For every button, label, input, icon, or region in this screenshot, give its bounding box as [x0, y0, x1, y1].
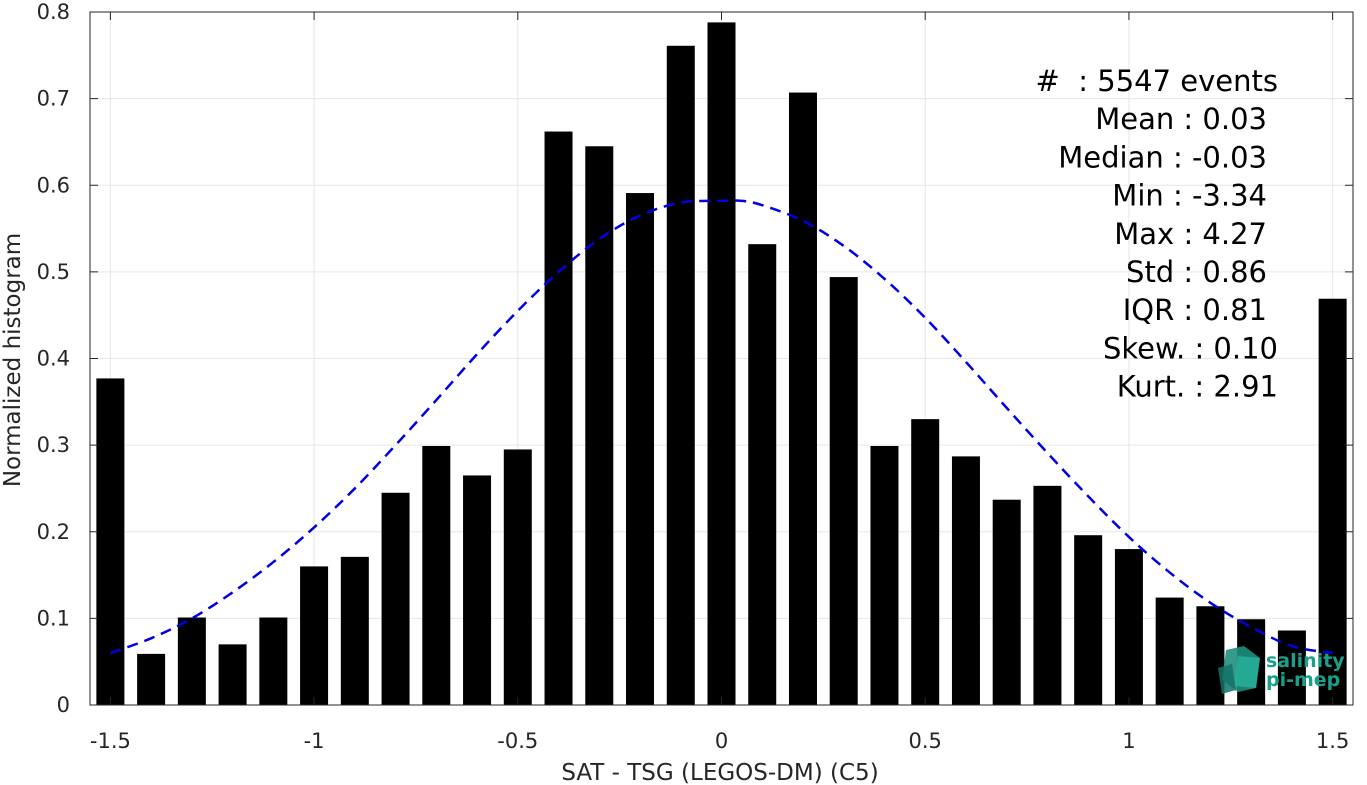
x-tick-label: 1: [1122, 729, 1135, 753]
histogram-bar: [870, 445, 899, 705]
y-tick-label: 0.3: [37, 433, 70, 457]
histogram-bar: [707, 22, 736, 705]
histogram-bar: [666, 45, 695, 705]
histogram-bar: [585, 146, 614, 706]
stat-line: # : 5547 events: [1036, 64, 1278, 98]
y-tick-label: 0.6: [37, 173, 70, 197]
x-tick-label: -1.5: [90, 729, 131, 753]
histogram-bar: [177, 617, 206, 705]
histogram-bar: [96, 378, 125, 705]
histogram-bar: [340, 556, 369, 705]
histogram-bar: [218, 644, 247, 705]
stat-line: Std : 0.86: [1126, 255, 1267, 289]
x-tick-labels: -1.5 -1 -0.5 0 0.5 1 1.5: [90, 729, 1349, 753]
y-tick-label: 0: [57, 693, 70, 717]
x-axis-label: SAT - TSG (LEGOS-DM) (C5): [561, 760, 878, 785]
histogram-bar: [829, 277, 858, 705]
y-axis-label: Normalized histogram: [0, 233, 26, 487]
histogram-bar: [422, 445, 451, 705]
histogram-bar: [992, 499, 1021, 705]
histogram-bar: [951, 456, 980, 705]
x-tick-label: 0: [715, 729, 728, 753]
histogram-bar: [1277, 630, 1306, 705]
x-tick-label: 0.5: [909, 729, 942, 753]
stat-line: Mean : 0.03: [1095, 102, 1267, 136]
histogram-bar: [259, 617, 288, 705]
histogram-bar: [788, 92, 817, 705]
salinity-pimep-logo: salinity pi-mep: [1218, 646, 1345, 694]
logo-text-salinity: salinity: [1266, 650, 1345, 672]
y-tick-label: 0.1: [37, 606, 70, 630]
y-tick-labels: 0 0.1 0.2 0.3 0.4 0.5 0.6 0.7 0.8: [37, 0, 70, 717]
x-tick-label: 1.5: [1316, 729, 1349, 753]
histogram-bar: [503, 449, 532, 705]
stat-line: IQR : 0.81: [1123, 293, 1267, 327]
y-tick-label: 0.7: [37, 87, 70, 111]
stat-line: Skew. : 0.10: [1103, 331, 1278, 365]
histogram-bar: [137, 653, 166, 705]
y-tick-label: 0.5: [37, 260, 70, 284]
histogram-bar: [381, 492, 410, 705]
histogram-bar: [1074, 535, 1103, 705]
x-tick-label: -0.5: [497, 729, 538, 753]
y-tick-label: 0.2: [37, 520, 70, 544]
fit-curve: [109, 199, 1333, 655]
stat-line: Max : 4.27: [1114, 217, 1267, 251]
axes: [89, 11, 1354, 706]
histogram-bar: [748, 244, 777, 705]
statistics-annotation: # : 5547 events Mean : 0.03 Median : -0.03…: [1036, 64, 1278, 404]
stat-line: Kurt. : 2.91: [1117, 370, 1278, 404]
histogram-bar: [463, 475, 492, 705]
histogram-bar: [544, 131, 573, 706]
histogram-bar: [1318, 298, 1347, 705]
histogram-bar: [300, 566, 329, 705]
bars: [96, 22, 1347, 706]
histogram-bar: [1033, 485, 1062, 705]
histogram-bar: [626, 193, 655, 705]
stat-line: Min : -3.34: [1112, 179, 1267, 213]
x-tick-label: -1: [304, 729, 325, 753]
y-tick-label: 0.8: [37, 0, 70, 24]
gaussian-fit-line: [109, 199, 1333, 655]
histogram-bar: [911, 419, 940, 705]
logo-text-pimep: pi-mep: [1266, 669, 1340, 691]
y-tick-label: 0.4: [37, 347, 70, 371]
histogram-bar: [1114, 549, 1143, 705]
histogram-bar: [1196, 606, 1225, 705]
stat-line: Median : -0.03: [1058, 140, 1267, 174]
histogram-bar: [1155, 597, 1184, 705]
